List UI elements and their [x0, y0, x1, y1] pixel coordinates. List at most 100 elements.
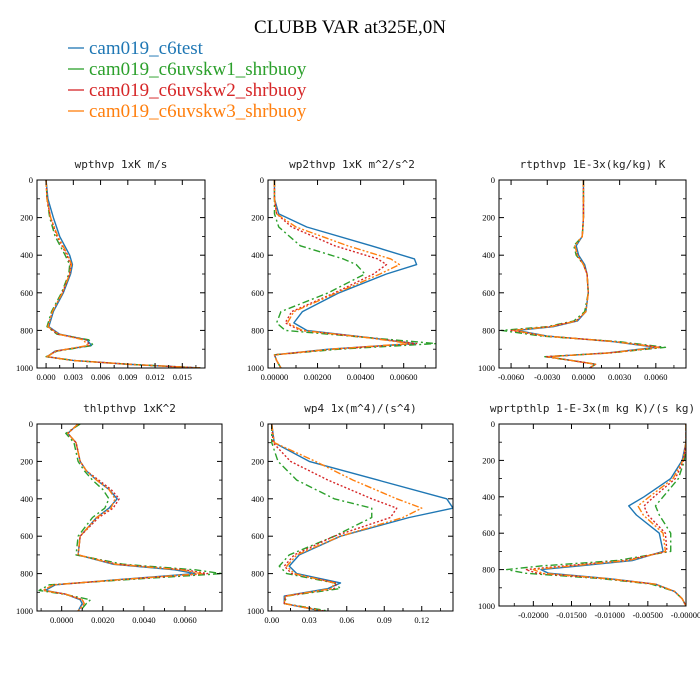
panel-2-ytick-label-5: 800	[251, 325, 264, 335]
panel-5-series-4	[271, 424, 423, 611]
panel-4-xtick-label-3: 0.0040	[132, 615, 155, 625]
legend-label-1: cam019_c6test	[89, 38, 204, 59]
panel-3-title: rtpthvp 1E-3x(kg/kg) K	[520, 158, 666, 171]
panel-1-xtick-label-2: 0.003	[64, 372, 83, 382]
panel-5-series-group	[271, 424, 453, 611]
panel-1-series-4	[45, 180, 201, 368]
panel-3-ytick-label-6: 1000	[478, 363, 495, 373]
panel-4-series-4	[42, 424, 203, 611]
panel-3-xtick-label-1: -0.0060	[498, 372, 524, 382]
panel-4-series-group	[38, 424, 222, 611]
panel-4-xtick-label-2: 0.0020	[91, 615, 114, 625]
legend-label-2: cam019_c6uvskw1_shrbuoy	[89, 59, 307, 80]
panel-4-ytick-label-1: 0	[29, 419, 33, 429]
panel-5-ytick-label-1: 0	[260, 419, 264, 429]
panel-1-xtick-label-1: 0.000	[37, 372, 56, 382]
panel-6-ytick-label-1: 0	[491, 419, 495, 429]
panel-3-xtick-label-4: 0.0030	[608, 372, 631, 382]
panel-6-xtick-label-2: -0.01500	[556, 610, 586, 620]
panel-2-series-1	[273, 180, 418, 368]
panel-1-xtick-label-4: 0.009	[118, 372, 137, 382]
panel-6-series-2	[505, 424, 686, 606]
panel-4-xtick-label-4: 0.0060	[173, 615, 196, 625]
panel-4-ytick-label-5: 800	[20, 569, 33, 579]
panel-3-xtick-label-3: 0.0000	[572, 372, 595, 382]
panel-6-ytick-label-3: 400	[482, 492, 495, 502]
panel-2-series-group	[273, 180, 436, 368]
panel-2-ytick-label-2: 200	[251, 213, 264, 223]
panel-6-series-1	[540, 424, 686, 606]
legend: cam019_c6testcam019_c6uvskw1_shrbuoycam0…	[68, 38, 307, 122]
panel-4-frame	[36, 423, 223, 612]
panel-5-frame	[267, 423, 454, 612]
panel-2-ytick-label-6: 1000	[247, 363, 264, 373]
panel-3-ytick-label-4: 600	[482, 288, 495, 298]
panel-5-ytick-label-5: 800	[251, 569, 264, 579]
panel-1-ytick-label-6: 1000	[16, 363, 33, 373]
panel-5-series-2	[271, 424, 373, 611]
panel-5-ytick-label-4: 600	[251, 531, 264, 541]
panel-6-ytick-label-4: 600	[482, 528, 495, 538]
panel-4-ytick-label-6: 1000	[16, 606, 33, 616]
panel-2-xtick-label-2: 0.00200	[304, 372, 332, 382]
panel-5-xtick-label-3: 0.06	[339, 615, 354, 625]
panel-1-ytick-label-5: 800	[20, 325, 33, 335]
panel-6-xtick-label-5: -0.00000	[671, 610, 700, 620]
panel-3-series-4	[512, 180, 659, 368]
panel-1-title: wpthvp 1xK m/s	[75, 158, 168, 171]
panel-4-series-2	[38, 424, 222, 611]
panel-2-series-4	[273, 180, 411, 368]
panel-2-ytick-label-3: 400	[251, 250, 264, 260]
panel-5-ytick-label-3: 400	[251, 494, 264, 504]
panel-1-ytick-label-3: 400	[20, 250, 33, 260]
panel-5-xtick-label-2: 0.03	[302, 615, 317, 625]
panel-3-ytick-label-5: 800	[482, 325, 495, 335]
panel-1-xtick-label-6: 0.015	[173, 372, 192, 382]
panel-3-xtick-label-2: -0.0030	[534, 372, 560, 382]
panel-1-ytick-label-1: 0	[29, 175, 33, 185]
panel-6-xtick-label-4: -0.00500	[633, 610, 663, 620]
panel-2-ytick-label-4: 600	[251, 288, 264, 298]
panel-2-xtick-label-1: 0.00000	[261, 372, 289, 382]
panel-4-title: thlpthvp 1xK^2	[83, 402, 176, 415]
panel-1-xtick-label-3: 0.006	[91, 372, 110, 382]
panel-2-series-3	[273, 180, 418, 368]
legend-label-4: cam019_c6uvskw3_shrbuoy	[89, 101, 307, 122]
panel-3-xtick-label-5: 0.0060	[644, 372, 667, 382]
panel-6-series-4	[532, 424, 686, 606]
panel-5-xtick-label-5: 0.12	[414, 615, 429, 625]
panel-3: rtpthvp 1E-3x(kg/kg) K02004006008001000-…	[478, 158, 687, 382]
panel-2-title: wp2thvp 1xK m^2/s^2	[289, 158, 415, 171]
panel-6-xtick-label-3: -0.01000	[594, 610, 624, 620]
panel-2-ytick-label-1: 0	[260, 175, 264, 185]
panel-2-series-2	[273, 180, 436, 368]
panel-1-series-3	[45, 180, 201, 368]
panel-6: wprtpthlp 1-E-3x(m kg K)/(s kg) 0 200 400 60…	[478, 402, 700, 620]
panel-1: wpthvp 1xK m/s 0 200 400 600 800 1000 0.000 0.00…	[16, 158, 206, 382]
panel-6-ytick-label-2: 200	[482, 455, 495, 465]
panel-5-xtick-label-1: 0.00	[264, 615, 279, 625]
panel-5-ytick-label-2: 200	[251, 456, 264, 466]
panel-3-series-group	[500, 180, 667, 368]
panel-6-ytick-label-6: 1000	[478, 601, 495, 611]
panel-4-ytick-label-3: 400	[20, 494, 33, 504]
panel-4-ytick-label-4: 600	[20, 531, 33, 541]
panel-1-xtick-label-5: 0.012	[145, 372, 164, 382]
panel-6-ytick-label-5: 800	[482, 565, 495, 575]
figure-title: CLUBB VAR at325E,0N	[254, 17, 446, 38]
panel-2-xtick-label-4: 0.00600	[390, 372, 418, 382]
panel-5-series-1	[271, 424, 453, 611]
panel-6-title: wprtpthlp 1-E-3x(m kg K)/(s kg)	[490, 402, 695, 415]
panel-2: wp2thvp 1xK m^2/s^2020040060080010000.00…	[247, 158, 437, 382]
panel-5-ytick-label-6: 1000	[247, 606, 264, 616]
panel-5-title: wp4 1x(m^4)/(s^4)	[304, 402, 417, 415]
panel-4: thlpthvp 1xK^2 0 200 400 600 800 1000 0.0000 0.0…	[16, 402, 223, 625]
panel-4-xtick-label-1: 0.0000	[50, 615, 73, 625]
legend-label-3: cam019_c6uvskw2_shrbuoy	[89, 80, 307, 101]
panel-3-ytick-label-2: 200	[482, 213, 495, 223]
panel-3-ytick-label-1: 0	[491, 175, 495, 185]
panel-2-frame	[267, 179, 437, 369]
